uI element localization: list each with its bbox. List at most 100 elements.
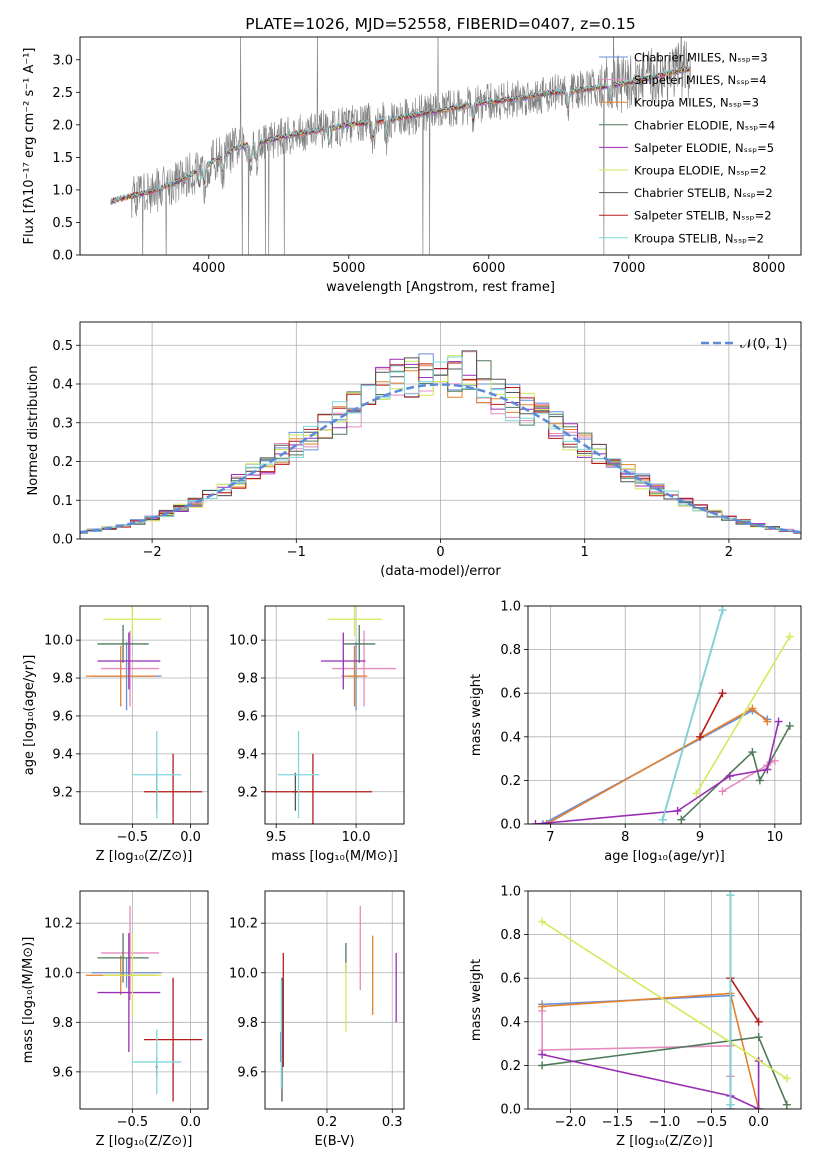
tick-label-y: 9.6 <box>52 709 73 724</box>
tick-label-y: 9.8 <box>237 1016 258 1031</box>
ebv-mass-frame <box>264 890 405 1110</box>
tick-label-y: 10.0 <box>229 966 258 981</box>
tick-label-x: 0.2 <box>317 1115 338 1130</box>
legend-label: Salpeter MILES, Nₛₛₚ=4 <box>634 73 767 87</box>
point-marker <box>692 789 701 798</box>
tick-label-y: 9.6 <box>52 1065 73 1080</box>
weight-z-xlabel: Z [log₁₀(Z/Z⊙)] <box>616 1134 713 1149</box>
point-marker <box>754 1017 763 1026</box>
tick-label-x: 0.0 <box>180 1115 201 1130</box>
legend-label: Chabrier MILES, Nₛₛₚ=3 <box>634 51 768 65</box>
tick-label-y: 0.5 <box>52 216 73 231</box>
tick-label-y: 0.5 <box>52 339 73 354</box>
tick-label-y: 3.0 <box>52 53 73 68</box>
tick-label-x: −0.5 <box>696 1115 728 1130</box>
spectrum-ylabel: Flux [fλ10⁻¹⁷ erg cm⁻² s⁻¹ A⁻¹] <box>22 48 37 245</box>
z-age-ylabel: age [log₁₀(age/yr)] <box>22 655 37 776</box>
point-marker <box>754 1033 763 1042</box>
tick-label-y: 1.0 <box>52 183 73 198</box>
tick-label-x: 6000 <box>472 261 505 276</box>
mass-age-xlabel: mass [log₁₀(M/M⊙)] <box>271 849 398 864</box>
tick-label-x: −1.5 <box>602 1115 634 1130</box>
legend: Chabrier MILES, Nₛₛₚ=3 Salpeter MILES, Nₛ… <box>599 51 775 245</box>
point-marker <box>763 765 772 774</box>
tick-label-x: 0.0 <box>748 1115 769 1130</box>
residuals-frame <box>79 321 802 540</box>
z-mass-points <box>85 905 203 1102</box>
tick-label-x: −0.5 <box>117 1115 149 1130</box>
mass-age-points <box>265 606 397 824</box>
tick-label-y: 1.5 <box>52 151 73 166</box>
z-age-frame <box>79 605 209 825</box>
series-line <box>680 725 791 821</box>
point-marker <box>754 1105 763 1109</box>
spectrum-axes: 4000 5000 6000 7000 8000 0.0 0.5 1.0 1.5 2.0 2.5 3.… <box>52 53 785 276</box>
tick-label-y: 0.0 <box>52 533 73 548</box>
tick-label-x: 0.0 <box>180 830 201 845</box>
point-marker <box>531 820 540 824</box>
series-line <box>695 636 791 794</box>
tick-label-x: −2.0 <box>555 1115 587 1130</box>
point-marker <box>538 917 547 926</box>
tick-label-y: 0.6 <box>500 972 521 987</box>
tick-label-y: 0.6 <box>500 687 521 702</box>
ebv-mass-xlabel: E(B-V) <box>314 1134 354 1149</box>
residuals-axes: −2 −1 0 1 2 0.0 0.1 0.2 0.3 0.4 0.5 <box>52 322 801 560</box>
tick-label-x: 7000 <box>612 261 645 276</box>
tick-label-y: 0.4 <box>500 730 521 745</box>
point-marker <box>785 721 794 730</box>
tick-label-x: 4000 <box>192 261 225 276</box>
point-marker <box>770 756 779 765</box>
tick-label-y: 0.0 <box>500 818 521 833</box>
point-marker <box>542 820 551 824</box>
series-line <box>661 610 724 820</box>
point-marker <box>718 787 727 796</box>
tick-label-y: 0.0 <box>500 1103 521 1118</box>
series-line <box>546 707 768 824</box>
mass-age-frame <box>264 605 405 825</box>
point-marker <box>748 704 757 713</box>
tick-label-y: 9.8 <box>52 1016 73 1031</box>
z-mass-frame <box>79 890 209 1110</box>
point-marker <box>658 815 667 824</box>
tick-label-y: 1.0 <box>500 600 521 615</box>
tick-label-x: 0.3 <box>382 1115 403 1130</box>
legend-label: Kroupa ELODIE, Nₛₛₚ=2 <box>634 164 767 178</box>
tick-label-y: 0.8 <box>500 643 521 658</box>
tick-label-y: 9.2 <box>52 785 73 800</box>
series-line <box>729 977 760 1023</box>
tick-label-x: 5000 <box>332 261 365 276</box>
legend: 𝒩(0, 1) <box>701 337 787 352</box>
tick-label-y: 9.4 <box>52 747 73 762</box>
weight-age-xlabel: age [log₁₀(age/yr)] <box>604 849 725 864</box>
point-marker <box>726 891 735 900</box>
tick-label-y: 0.1 <box>52 494 73 509</box>
tick-label-y: 0.0 <box>52 249 73 264</box>
point-marker <box>782 1100 791 1109</box>
tick-label-y: 1.0 <box>500 885 521 900</box>
tick-label-y: 9.2 <box>237 785 258 800</box>
data-spectrum-line <box>110 37 691 255</box>
tick-label-y: 0.4 <box>52 378 73 393</box>
tick-label-x: 9 <box>696 830 704 845</box>
z-age-xlabel: Z [log₁₀(Z/Z⊙)] <box>96 849 193 864</box>
tick-label-x: 10.0 <box>342 830 371 845</box>
series-line <box>541 920 788 1080</box>
weight-z-lines <box>538 891 791 1109</box>
tick-label-x: 1 <box>581 545 589 560</box>
normal-curve <box>80 383 801 534</box>
legend-label: Salpeter ELODIE, Nₛₛₚ=5 <box>634 141 774 155</box>
weight-age-frame <box>527 605 802 825</box>
histogram-group <box>80 350 801 534</box>
weight-age-ylabel: mass weight <box>469 674 484 756</box>
tick-label-x: −0.5 <box>117 830 149 845</box>
point-marker <box>538 820 547 824</box>
z-mass-ylabel: mass [log₁₀(M/M⊙)] <box>21 937 36 1064</box>
tick-label-y: 10.0 <box>44 966 73 981</box>
legend-label: Chabrier STELIB, Nₛₛₚ=2 <box>634 186 773 200</box>
tick-label-x: 10 <box>767 830 784 845</box>
ebv-mass-axes: 0.2 0.3 9.6 9.8 10.0 10.2 <box>229 891 404 1130</box>
legend-label: Kroupa STELIB, Nₛₛₚ=2 <box>634 231 764 245</box>
weight-age-axes: 7 8 9 10 0.0 0.2 0.4 0.6 0.8 1.0 <box>500 600 801 845</box>
